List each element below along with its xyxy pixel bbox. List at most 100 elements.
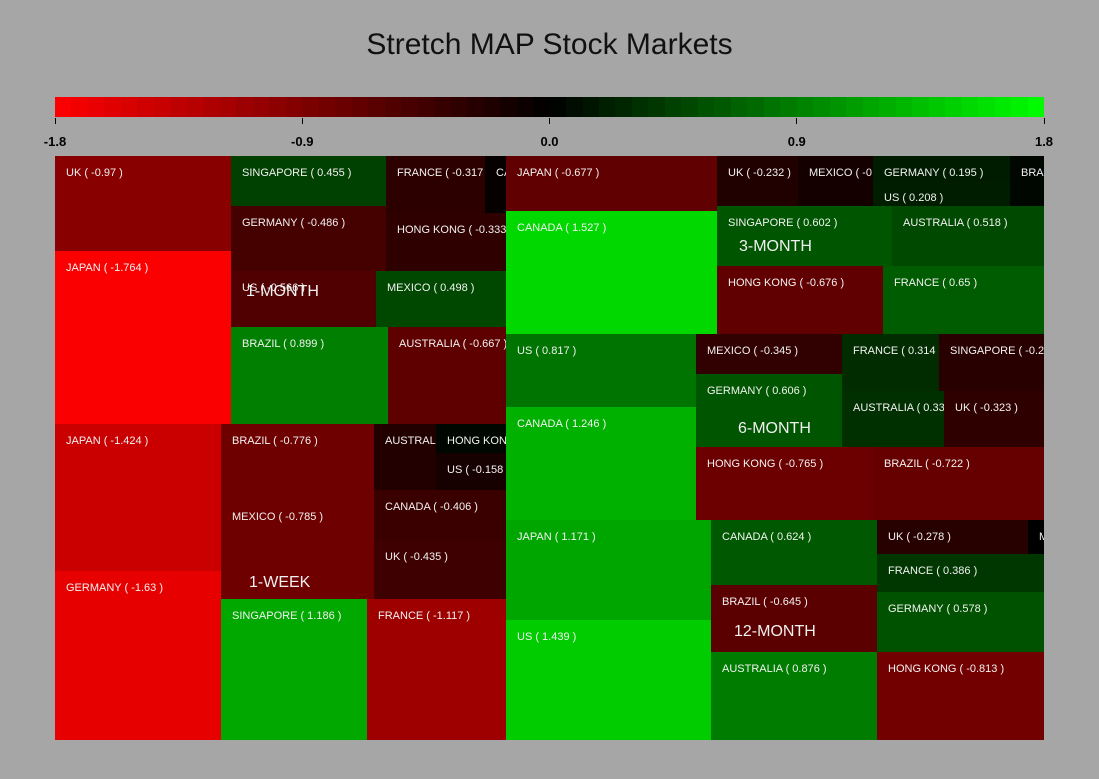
treemap-cell-label: FRANCE ( 0.314 ): [853, 345, 939, 357]
treemap-cell: GERMANY ( 0.578 ): [877, 592, 1044, 652]
color-scale-tick: [301, 118, 303, 124]
treemap-cell: JAPAN ( -0.677 ): [506, 156, 717, 211]
color-scale-segment: [318, 97, 336, 117]
color-scale-segment: [55, 97, 72, 117]
treemap-cell-label: FRANCE ( 0.65 ): [894, 277, 978, 289]
treemap-cell: US ( -0.158 ): [436, 453, 506, 490]
treemap-cell: SINGAPORE ( -0.28: [939, 334, 1044, 391]
color-scale-tick-label: 0.0: [540, 134, 559, 149]
color-scale-segment: [813, 97, 830, 117]
color-scale-segment: [598, 97, 616, 117]
treemap-cell-label: HONG KONG ( -0.333 ): [397, 224, 506, 236]
treemap-cell-label: BRAZIL ( -0.776 ): [232, 435, 318, 447]
treemap-cell: SINGAPORE ( 0.602 ): [717, 206, 892, 266]
treemap-cell-label: MEXICO ( -0.345 ): [707, 345, 799, 357]
treemap-cell-label: SINGAPORE ( 0.602 ): [728, 217, 838, 229]
color-scale-segment: [664, 97, 682, 117]
color-scale-segment: [780, 97, 797, 117]
color-scale-segment: [566, 97, 583, 117]
treemap-cell: US ( 0.208 ): [873, 181, 1010, 206]
treemap-cell: JAPAN ( -1.424 ): [55, 424, 221, 571]
treemap-cell: SINGAPORE ( 0.455 ): [231, 156, 386, 206]
treemap-cell-label: BRAZIL ( -0.722 ): [884, 458, 970, 470]
treemap-cell: HONG KONG ( -0.333 ): [386, 213, 506, 271]
treemap-cell: UK ( -0.323 ): [944, 391, 1044, 447]
color-scale-bar: [55, 97, 1045, 117]
treemap-cell-label: BRAZIL ( 0.899 ): [242, 338, 325, 350]
color-scale-tick: [1043, 118, 1045, 124]
treemap-cell-label: M: [1039, 531, 1044, 543]
color-scale-segment: [483, 97, 501, 117]
color-scale-tick-label: -0.9: [291, 134, 314, 149]
color-scale-segment: [516, 97, 534, 117]
treemap-cell: BRAZIL ( -0.645 ): [711, 585, 877, 652]
color-scale-segment: [582, 97, 599, 117]
color-scale-segment: [945, 97, 962, 117]
color-scale-segment: [203, 97, 220, 117]
treemap-cell: HONG KONG ( -0.765 ): [696, 447, 873, 520]
treemap-cell-label: US ( -0.158 ): [447, 464, 506, 476]
color-scale-segment: [219, 97, 237, 117]
treemap-cell-label: AUSTRALI: [385, 435, 436, 447]
treemap-cell: AUSTRALIA ( -0.667 ): [388, 327, 506, 424]
color-scale-segment: [846, 97, 863, 117]
treemap-cell-label: CA: [496, 167, 506, 179]
treemap-panel-1-week: JAPAN ( -1.424 ) GERMANY ( -1.63 ) BRAZIL …: [55, 424, 506, 740]
treemap-cell-label: GERMANY ( -0.486 ): [242, 217, 346, 229]
treemap-cell-label: US ( 0.817 ): [517, 345, 577, 357]
treemap-cell-label: GERMANY ( -1.63 ): [66, 582, 163, 594]
treemap-cell: AUSTRALIA ( 0.518 ): [892, 206, 1044, 266]
color-scale-segment: [1011, 97, 1028, 117]
color-scale-segment: [714, 97, 731, 117]
treemap-cell-label: AUSTRALIA ( -0.667 ): [399, 338, 506, 350]
treemap-cell: MEXICO ( -0.: [798, 156, 873, 206]
color-scale-segment: [401, 97, 418, 117]
treemap-cell-label: US ( 1.439 ): [517, 631, 577, 643]
treemap-cell: CANADA ( -0.406 ): [374, 490, 506, 540]
treemap-cell-label: GERMANY ( 0.195 ): [884, 167, 984, 179]
treemap-panel-label: 1-MONTH: [246, 283, 319, 300]
treemap-cell: BRAZIL ( -0.722 ): [873, 447, 1044, 520]
color-scale-tick-label: 0.9: [787, 134, 806, 149]
color-scale-segment: [648, 97, 665, 117]
color-scale-segment: [351, 97, 369, 117]
treemap-cell: CA: [485, 156, 506, 213]
color-scale-segment: [928, 97, 946, 117]
treemap-cell: FRANCE ( 0.386 ): [877, 554, 1044, 592]
treemap-panel-12-month: JAPAN ( 1.171 ) US ( 1.439 ) CANADA ( 0.62…: [506, 520, 1044, 740]
color-scale-segment: [697, 97, 715, 117]
treemap-cell-label: SINGAPORE ( 1.186 ): [232, 610, 342, 622]
treemap-cell: AUSTRALIA ( 0.876 ): [711, 652, 877, 740]
color-scale-segment: [615, 97, 632, 117]
treemap-cell: BRA: [1010, 156, 1044, 206]
treemap-cell-label: CANADA ( 1.527 ): [517, 222, 607, 234]
treemap-panel-label: 6-MONTH: [738, 420, 811, 437]
treemap-cell: BRAZIL ( 0.899 ): [231, 327, 388, 424]
color-scale-tick: [549, 118, 550, 124]
treemap-cell-label: UK ( -0.435 ): [385, 551, 448, 563]
treemap-panel-3-month: JAPAN ( -0.677 ) CANADA ( 1.527 ) UK ( -0.…: [506, 156, 1044, 334]
treemap-cell: US ( 1.439 ): [506, 620, 711, 740]
treemap-panel-6-month: US ( 0.817 ) CANADA ( 1.246 ) MEXICO ( -0.…: [506, 334, 1044, 520]
treemap-cell-label: UK ( -0.278 ): [888, 531, 951, 543]
color-scale-segment: [533, 97, 550, 117]
treemap-cell: GERMANY ( 0.195 ): [873, 156, 1010, 181]
color-scale-segment: [879, 97, 896, 117]
treemap-cell-label: AUSTRALIA ( 0.518 ): [903, 217, 1008, 229]
treemap-cell: AUSTRALIA ( 0.332: [842, 391, 944, 447]
color-scale-segment: [961, 97, 979, 117]
color-scale-segment: [994, 97, 1012, 117]
treemap-cell-label: HONG KONG ( -0.765 ): [707, 458, 824, 470]
treemap-cell: UK ( -0.278 ): [877, 520, 1028, 554]
treemap-cell-label: FRANCE ( -1.117 ): [378, 610, 471, 622]
color-scale-segment: [796, 97, 814, 117]
treemap-cell: CANADA ( 1.527 ): [506, 211, 717, 334]
color-scale-segment: [450, 97, 468, 117]
color-scale-segment: [747, 97, 764, 117]
treemap-cell-label: JAPAN ( -0.677 ): [517, 167, 600, 179]
color-scale-segment: [236, 97, 253, 117]
color-scale-segment: [862, 97, 880, 117]
treemap-cell: GERMANY ( -0.486 ): [231, 206, 386, 271]
treemap-cell-label: MEXICO ( -0.785 ): [232, 511, 324, 523]
color-scale-segment: [912, 97, 929, 117]
